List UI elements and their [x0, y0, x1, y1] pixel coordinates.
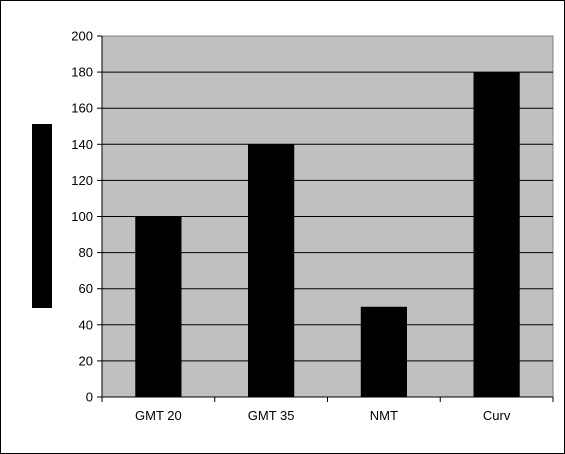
y-tick-label: 180 — [71, 65, 93, 80]
y-tick-label: 160 — [71, 101, 93, 116]
bar — [248, 144, 295, 397]
y-tick-label: 120 — [71, 173, 93, 188]
y-tick-label: 0 — [86, 390, 93, 405]
y-tick-label: 60 — [79, 281, 93, 296]
x-category-label: GMT 20 — [135, 408, 182, 423]
y-tick-label: 80 — [79, 245, 93, 260]
y-tick-label: 20 — [79, 353, 93, 368]
x-category-label: Curv — [483, 408, 511, 423]
bar — [473, 72, 520, 397]
bar — [360, 306, 407, 397]
bars — [135, 72, 520, 397]
bar — [135, 216, 182, 397]
y-tick-label: 200 — [71, 29, 93, 44]
x-category-label: GMT 35 — [248, 408, 295, 423]
y-tick-label: 140 — [71, 137, 93, 152]
x-category-label: NMT — [370, 408, 398, 423]
legend-key — [32, 124, 52, 308]
y-tick-label: 100 — [71, 209, 93, 224]
y-tick-label: 40 — [79, 317, 93, 332]
y-axis: 0 20 40 60 80 100 120 140 160 180 200 — [71, 29, 103, 405]
x-axis: GMT 20 GMT 35 NMT Curv — [101, 396, 554, 423]
